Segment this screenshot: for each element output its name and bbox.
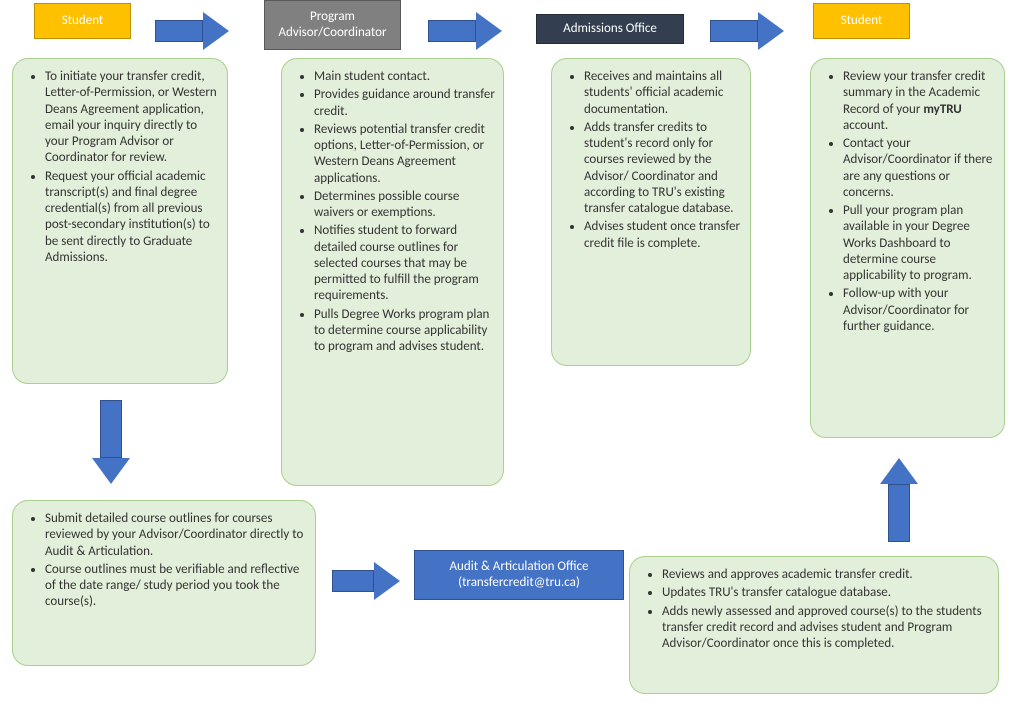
panel-admissions-list: Receives and maintains all students' off… bbox=[556, 69, 742, 252]
arrow-admissions-to-student2 bbox=[710, 20, 758, 42]
list-item: Pulls Degree Works program plan to deter… bbox=[314, 307, 495, 356]
list-item: Pull your program plan available in your… bbox=[843, 203, 996, 284]
text: Review your transfer credit summary in t… bbox=[843, 69, 985, 117]
mytru-bold: myTRU bbox=[923, 102, 961, 117]
header-student-2: Student bbox=[813, 3, 910, 39]
header-audit: Audit & Articulation Office (transfercre… bbox=[414, 550, 624, 600]
header-student-2-label: Student bbox=[841, 13, 883, 29]
list-item: Reviews potential transfer credit option… bbox=[314, 122, 495, 187]
list-item: Follow-up with your Advisor/Coordinator … bbox=[843, 286, 996, 335]
header-student-1: Student bbox=[34, 3, 131, 39]
arrow-advisor-to-admissions-head bbox=[476, 12, 502, 50]
list-item: Contact your Advisor/Coordinator if ther… bbox=[843, 136, 996, 201]
arrow-student1-to-advisor bbox=[155, 20, 203, 42]
list-item: Advises student once transfer credit fil… bbox=[584, 219, 742, 252]
panel-student-2-list: Review your transfer credit summary in t… bbox=[815, 69, 996, 335]
list-item: Updates TRU's transfer catalogue databas… bbox=[662, 585, 990, 601]
arrow-submit-to-audit-head bbox=[374, 562, 400, 600]
panel-advisor: Main student contact. Provides guidance … bbox=[281, 58, 504, 486]
panel-student-submit: Submit detailed course outlines for cour… bbox=[12, 500, 316, 666]
list-item: Adds newly assessed and approved course(… bbox=[662, 604, 990, 653]
list-item: Request your official academic transcrip… bbox=[45, 169, 219, 267]
arrow-advisor-to-admissions bbox=[428, 20, 476, 42]
header-audit-label-1: Audit & Articulation Office bbox=[450, 559, 589, 575]
arrow-audit-up-head bbox=[880, 458, 918, 484]
list-item: Provides guidance around transfer credit… bbox=[314, 87, 495, 120]
arrow-student1-to-advisor-head bbox=[203, 12, 229, 50]
panel-student-1-list: To initiate your transfer credit, Letter… bbox=[17, 69, 219, 266]
list-item: Determines possible course waivers or ex… bbox=[314, 189, 495, 222]
panel-audit-list: Reviews and approves academic transfer c… bbox=[634, 567, 990, 652]
list-item: To initiate your transfer credit, Letter… bbox=[45, 69, 219, 167]
list-item: Submit detailed course outlines for cour… bbox=[45, 511, 307, 560]
header-admissions-label: Admissions Office bbox=[563, 21, 657, 37]
list-item: Adds transfer credits to student's recor… bbox=[584, 120, 742, 218]
panel-student-1: To initiate your transfer credit, Letter… bbox=[12, 58, 228, 384]
header-admissions: Admissions Office bbox=[536, 14, 684, 44]
header-advisor: Program Advisor/Coordinator bbox=[264, 0, 401, 50]
panel-student-submit-list: Submit detailed course outlines for cour… bbox=[17, 511, 307, 611]
arrow-student1-down-head bbox=[92, 458, 130, 484]
arrow-student1-down bbox=[100, 400, 122, 458]
panel-audit: Reviews and approves academic transfer c… bbox=[629, 556, 999, 694]
panel-admissions: Receives and maintains all students' off… bbox=[551, 58, 751, 366]
list-item: Notifies student to forward detailed cou… bbox=[314, 223, 495, 304]
arrow-submit-to-audit bbox=[332, 570, 374, 592]
panel-student-2: Review your transfer credit summary in t… bbox=[810, 58, 1005, 438]
arrow-audit-up bbox=[888, 484, 910, 542]
panel-advisor-list: Main student contact. Provides guidance … bbox=[286, 69, 495, 355]
list-item: Reviews and approves academic transfer c… bbox=[662, 567, 990, 583]
header-advisor-label: Program Advisor/Coordinator bbox=[265, 9, 400, 40]
list-item: Review your transfer credit summary in t… bbox=[843, 69, 996, 134]
arrow-admissions-to-student2-head bbox=[758, 12, 784, 50]
list-item: Course outlines must be verifiable and r… bbox=[45, 562, 307, 611]
header-student-1-label: Student bbox=[62, 13, 104, 29]
list-item: Receives and maintains all students' off… bbox=[584, 69, 742, 118]
header-audit-label-2: (transfercredit@tru.ca) bbox=[458, 575, 580, 591]
list-item: Main student contact. bbox=[314, 69, 495, 85]
text: account. bbox=[843, 118, 888, 133]
